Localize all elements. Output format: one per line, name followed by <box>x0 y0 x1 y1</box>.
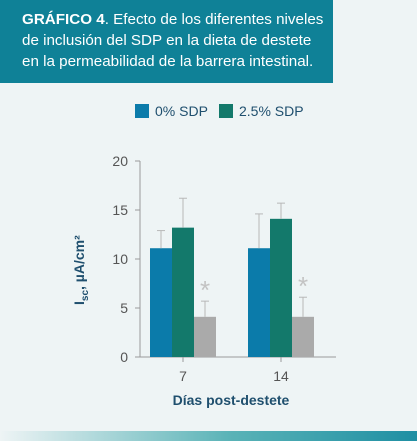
x-axis-title: Días post-destete <box>173 392 290 408</box>
x-ticks: 7 14 <box>179 357 289 384</box>
legend-swatch-0-sdp <box>135 104 149 118</box>
significance-marker: * <box>200 275 210 305</box>
y-axis-subscript: sc <box>80 290 91 302</box>
caption-line-3: en la permeabilidad de la barrera intest… <box>22 53 314 70</box>
x-tick-label: 14 <box>273 368 289 384</box>
bar <box>270 218 292 357</box>
legend: 0% SDP 2.5% SDP <box>135 103 304 119</box>
bar <box>248 248 270 357</box>
figure-caption: GRÁFICO 4. Efecto de los diferentes nive… <box>0 0 333 83</box>
caption-line-1: . Efecto de los diferentes niveles <box>104 11 324 28</box>
bar <box>150 248 172 357</box>
bar <box>292 316 314 357</box>
y-axis-symbol: I <box>71 301 87 305</box>
figure-label: GRÁFICO 4 <box>22 11 105 28</box>
x-tick-label: 7 <box>179 368 187 384</box>
y-tick-label: 15 <box>112 202 128 218</box>
y-tick-label: 20 <box>112 153 128 169</box>
footer-gradient-bar <box>0 431 417 441</box>
legend-label-2-5-sdp: 2.5% SDP <box>239 103 304 119</box>
y-axis-units: , µA/cm² <box>71 235 87 290</box>
legend-label-0-sdp: 0% SDP <box>155 103 208 119</box>
y-tick-label: 0 <box>120 349 128 365</box>
bar <box>172 227 194 357</box>
bar <box>194 316 216 357</box>
caption-line-2: de inclusión del SDP en la dieta de dest… <box>22 32 312 49</box>
y-axis-title: Isc, µA/cm² <box>71 235 91 305</box>
y-tick-label: 5 <box>120 300 128 316</box>
bars: * * <box>150 197 314 357</box>
y-tick-label: 10 <box>112 251 128 267</box>
svg-text:Isc, µA/cm²: Isc, µA/cm² <box>71 235 91 305</box>
y-ticks: 0 5 10 15 20 <box>112 153 140 365</box>
significance-marker: * <box>298 271 308 301</box>
legend-swatch-2-5-sdp <box>219 104 233 118</box>
